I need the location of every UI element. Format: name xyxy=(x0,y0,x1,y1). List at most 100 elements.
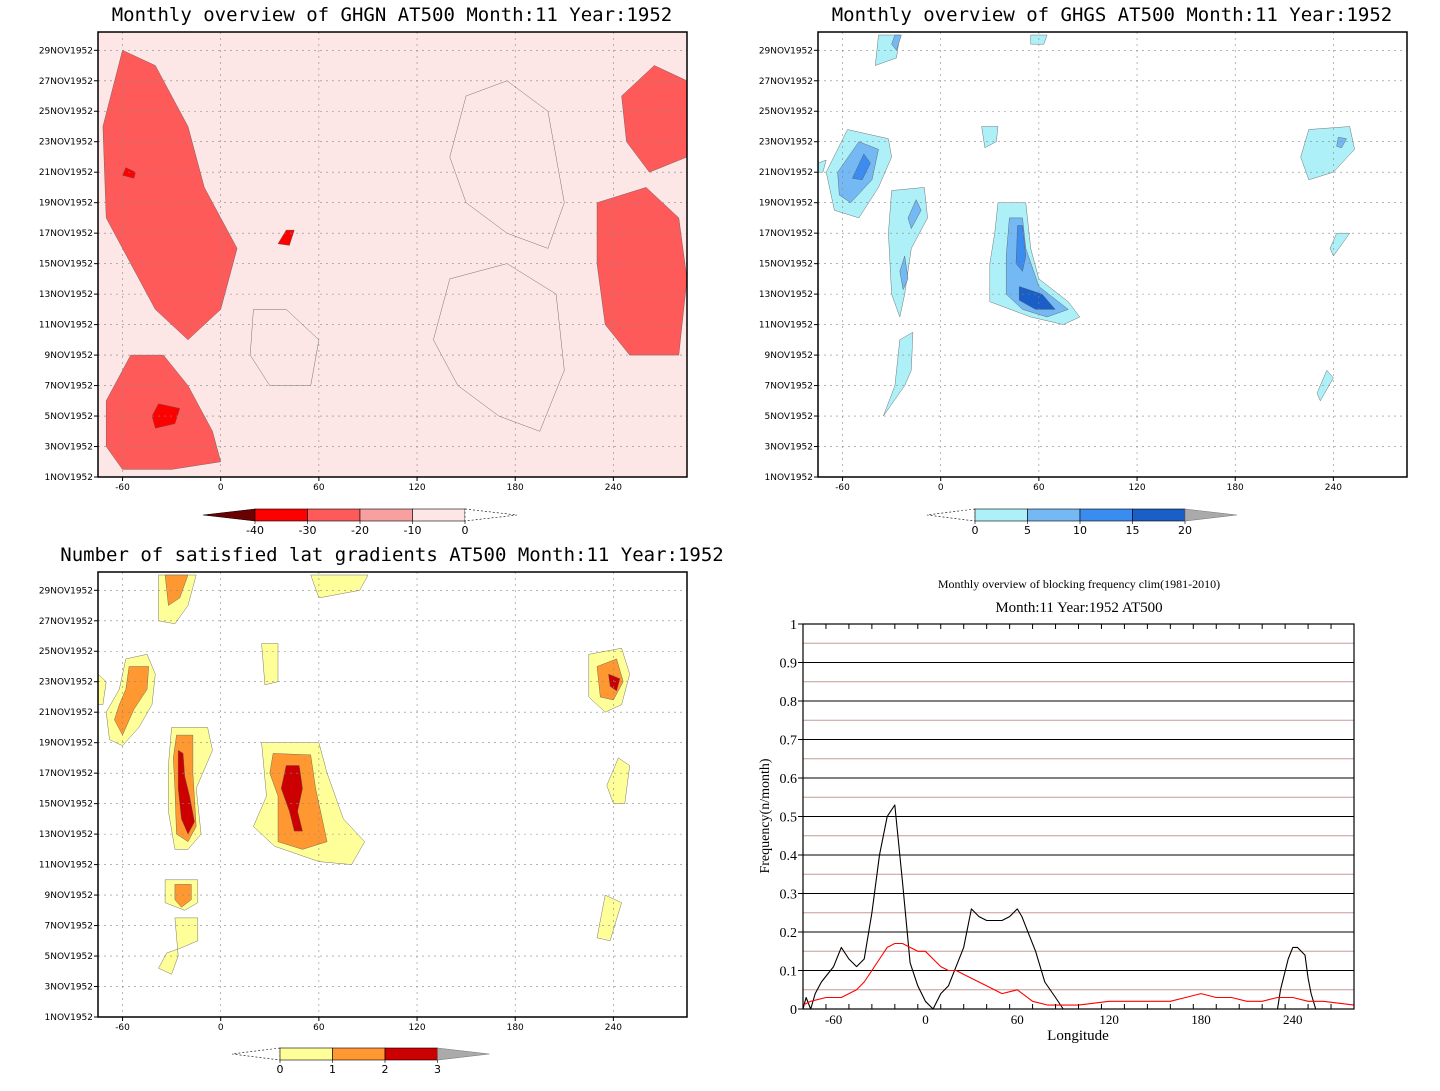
contour-region xyxy=(596,187,687,356)
y-tick-label: 15NOV1952 xyxy=(759,260,813,270)
x-tick-label: 0 xyxy=(218,483,224,493)
y-tick-label: 0.2 xyxy=(780,926,798,941)
contour-region xyxy=(907,199,922,229)
colorbar-arrow-high xyxy=(437,1047,490,1061)
y-tick-label: 27NOV1952 xyxy=(39,77,93,87)
y-tick-label: 3NOV1952 xyxy=(765,443,813,453)
ghgn-axes: -60 0 60 120 180 240 1NOV1952 3NOV1952 5NOV1952 7… xyxy=(39,46,622,493)
ghgn-colorbar: -40 -30 -20 -10 0 xyxy=(202,508,518,537)
y-tick-label: 17NOV1952 xyxy=(39,229,93,239)
x-tick-label: 0 xyxy=(218,1023,224,1033)
y-tick-label: 29NOV1952 xyxy=(39,46,93,56)
y-tick-label: 29NOV1952 xyxy=(759,46,813,56)
ghgs-grid xyxy=(818,32,1407,477)
contour-region xyxy=(277,229,295,246)
contour-region xyxy=(852,153,871,181)
colorbar-box xyxy=(307,508,361,522)
x-tick-label: 240 xyxy=(1325,483,1342,493)
y-tick-label: 25NOV1952 xyxy=(39,647,93,657)
y-tick-label: 17NOV1952 xyxy=(39,769,93,779)
x-tick-label: -60 xyxy=(825,1012,842,1027)
contour-region xyxy=(449,80,565,249)
blocking-xlabel: Longitude xyxy=(1047,1028,1109,1044)
ghgs-colorbar: 0 5 10 15 20 xyxy=(926,508,1238,537)
blocking-ylabel: Frequency(n/month) xyxy=(758,758,773,873)
y-tick-label: 21NOV1952 xyxy=(39,708,93,718)
y-tick-label: 0.9 xyxy=(780,657,798,672)
colorbar-label: -40 xyxy=(246,524,264,537)
colorbar-label: -30 xyxy=(299,524,317,537)
lat-gradients-axes: -60 0 60 120 180 240 1NOV1952 3NOV1952 5NOV1952 7… xyxy=(39,586,622,1033)
contour-region xyxy=(310,574,369,599)
y-tick-label: 7NOV1952 xyxy=(45,382,93,392)
y-tick-label: 13NOV1952 xyxy=(759,290,813,300)
x-tick-label: 180 xyxy=(1191,1012,1211,1027)
x-tick-label: 120 xyxy=(1128,483,1145,493)
y-tick-label: 0 xyxy=(790,1003,797,1018)
y-tick-label: 0.6 xyxy=(780,772,798,787)
y-tick-label: 13NOV1952 xyxy=(39,290,93,300)
contour-region xyxy=(1019,286,1056,310)
y-tick-label: 17NOV1952 xyxy=(759,229,813,239)
colorbar-label: 15 xyxy=(1126,524,1140,537)
ghgs-frame xyxy=(817,31,1408,478)
y-tick-label: 0.3 xyxy=(780,888,798,903)
blocking-series xyxy=(802,804,1355,1010)
panel-lat-gradients: Number of satisfied lat gradients AT500 … xyxy=(39,544,724,1076)
colorbar-box xyxy=(359,508,413,522)
y-tick-label: 9NOV1952 xyxy=(765,351,813,361)
x-tick-label: -60 xyxy=(115,1023,130,1033)
y-tick-label: 7NOV1952 xyxy=(45,922,93,932)
contour-region xyxy=(1316,370,1334,401)
x-tick-label: 60 xyxy=(313,483,325,493)
colorbar-label: 20 xyxy=(1178,524,1192,537)
colorbar-label: 10 xyxy=(1073,524,1087,537)
ghgs-title: Monthly overview of GHGS AT500 Month:11 … xyxy=(832,4,1393,26)
y-tick-label: 27NOV1952 xyxy=(759,77,813,87)
x-tick-label: 240 xyxy=(1283,1012,1303,1027)
series-line-red xyxy=(802,942,1355,1006)
contour-region xyxy=(883,332,914,417)
y-tick-label: 3NOV1952 xyxy=(45,443,93,453)
blocking-subtitle: Month:11 Year:1952 AT500 xyxy=(995,600,1162,616)
colorbar-box xyxy=(1079,508,1133,522)
colorbar-label: 2 xyxy=(382,1063,389,1076)
contour-region xyxy=(281,765,303,832)
blocking-grid xyxy=(803,642,1354,991)
lat-gradients-frame xyxy=(97,571,688,1018)
contour-region xyxy=(158,917,199,975)
contour-region xyxy=(981,126,999,149)
y-tick-label: 5NOV1952 xyxy=(45,952,93,962)
lat-gradients-colorbar: 0 1 2 3 xyxy=(231,1047,490,1076)
x-tick-label: 0 xyxy=(922,1012,929,1027)
y-tick-label: 11NOV1952 xyxy=(39,321,93,331)
y-tick-label: 0.7 xyxy=(780,734,798,749)
y-tick-label: 1NOV1952 xyxy=(765,473,813,483)
colorbar-arrow-high xyxy=(1184,508,1238,522)
contour-region xyxy=(177,750,195,835)
ghgn-title: Monthly overview of GHGN AT500 Month:11 … xyxy=(112,4,673,26)
x-tick-label: 120 xyxy=(408,1023,425,1033)
y-tick-label: 25NOV1952 xyxy=(39,107,93,117)
y-tick-label: 9NOV1952 xyxy=(45,351,93,361)
x-tick-label: 180 xyxy=(507,483,524,493)
colorbar-arrow-high xyxy=(464,508,518,522)
contour-region xyxy=(1336,136,1347,149)
colorbar-label: -10 xyxy=(404,524,422,537)
contour-region xyxy=(1015,225,1027,272)
lat-gradients-title: Number of satisfied lat gradients AT500 … xyxy=(60,544,723,566)
contour-region xyxy=(608,673,621,692)
x-tick-label: 180 xyxy=(1227,483,1244,493)
y-tick-label: 5NOV1952 xyxy=(45,412,93,422)
plot-background xyxy=(818,32,1407,477)
y-tick-label: 11NOV1952 xyxy=(39,861,93,871)
colorbar-box xyxy=(254,508,308,522)
y-tick-label: 15NOV1952 xyxy=(39,260,93,270)
contour-region xyxy=(818,159,827,173)
x-tick-label: 180 xyxy=(507,1023,524,1033)
lat-gradients-plot-area xyxy=(98,572,687,1017)
y-tick-label: 1 xyxy=(790,618,797,633)
ghgs-plot-area xyxy=(818,32,1407,477)
ghgn-grid xyxy=(98,32,687,477)
